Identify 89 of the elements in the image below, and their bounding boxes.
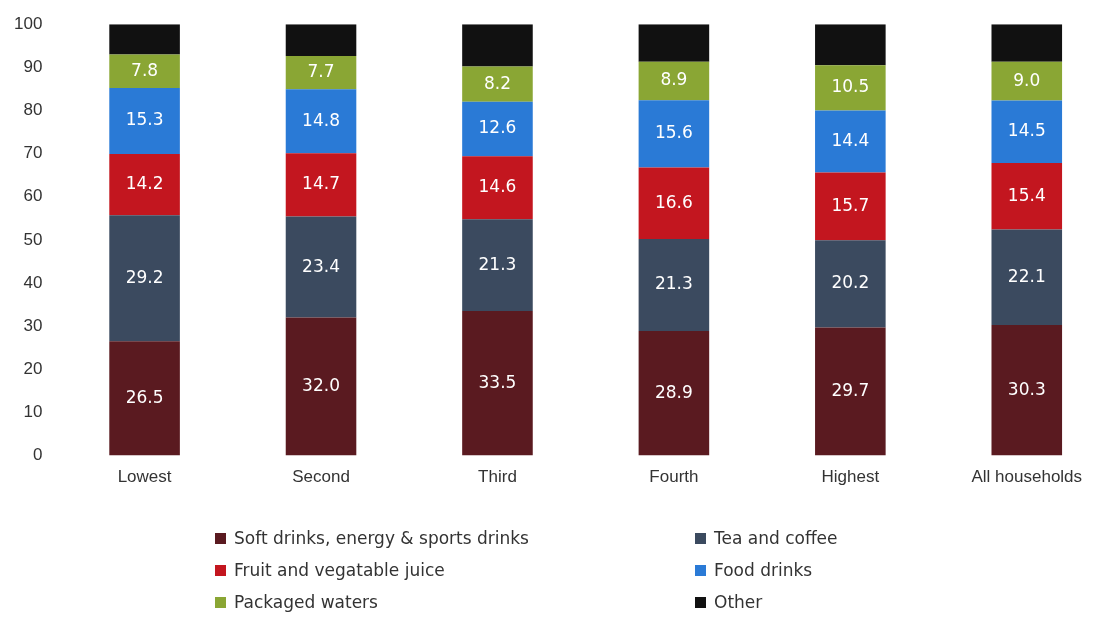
legend-label: Soft drinks, energy & sports drinks: [234, 528, 529, 548]
bar: [991, 100, 1063, 164]
x-tick-label: Fourth: [649, 467, 699, 487]
y-tick-label: 40: [23, 272, 43, 292]
y-tick-label: 100: [13, 13, 43, 33]
data-label: 21.3: [654, 273, 693, 294]
bar: [285, 153, 357, 217]
bar: [285, 216, 357, 318]
data-label: 23.4: [302, 255, 340, 276]
data-label: 26.5: [125, 386, 164, 407]
bar: [638, 330, 710, 456]
bar: [462, 219, 533, 312]
data-label: 12.6: [478, 117, 517, 138]
legend-label: Fruit and vegatable juice: [234, 560, 445, 580]
data-label: 14.2: [125, 173, 164, 194]
y-tick-label: 50: [23, 229, 43, 249]
bar: [462, 156, 533, 220]
x-tick-label: Second: [292, 467, 350, 487]
data-label: 30.3: [1007, 378, 1046, 399]
y-tick-label: 20: [23, 359, 43, 379]
legend-label: Other: [714, 592, 763, 612]
bar: [109, 215, 180, 342]
data-label: 20.2: [831, 272, 870, 293]
bar: [462, 311, 533, 456]
y-tick-label: 0: [32, 445, 43, 465]
bar: [109, 341, 180, 456]
bar: [815, 240, 886, 328]
bar: [815, 327, 886, 456]
bar: [109, 154, 180, 216]
bar: [815, 24, 886, 66]
bar: [462, 66, 533, 102]
bar: [638, 100, 710, 168]
data-label: 29.2: [125, 266, 164, 287]
bar: [991, 229, 1063, 325]
y-tick-label: 10: [23, 402, 43, 422]
bar: [815, 110, 886, 173]
bar: [815, 172, 886, 241]
data-label: 22.1: [1007, 265, 1046, 286]
bar: [285, 56, 357, 90]
bar: [638, 24, 710, 62]
data-label: 7.8: [131, 59, 159, 80]
data-label: 8.9: [660, 69, 688, 90]
bar: [815, 65, 886, 111]
bar: [285, 89, 357, 154]
bar: [638, 167, 710, 240]
data-label: 9.0: [1013, 69, 1041, 90]
y-tick-label: 30: [23, 315, 43, 335]
data-label: 28.9: [654, 381, 693, 402]
data-label: 15.4: [1007, 184, 1046, 205]
data-label: 32.0: [302, 375, 340, 395]
legend-label: Packaged waters: [234, 592, 378, 612]
x-tick-label: Lowest: [117, 467, 172, 487]
data-label: 10.5: [831, 76, 870, 97]
x-tick-label: Highest: [821, 467, 880, 487]
bar: [109, 24, 180, 55]
data-label: 33.5: [478, 371, 517, 392]
legend-label: Tea and coffee: [714, 528, 838, 548]
bar: [109, 88, 180, 155]
x-tick-label: Third: [478, 467, 517, 487]
data-label: 7.7: [307, 61, 335, 82]
data-label: 14.4: [831, 129, 870, 150]
bar: [285, 24, 357, 57]
bar: [991, 24, 1063, 62]
bar: [638, 239, 710, 331]
data-label: 8.2: [483, 72, 511, 93]
y-tick-label: 80: [23, 100, 43, 120]
bar: [462, 101, 533, 157]
legend-label: Food drinks: [714, 560, 813, 580]
data-label: 14.7: [302, 173, 340, 194]
bar: [638, 61, 710, 101]
y-tick-label: 60: [23, 186, 43, 206]
data-label: 14.5: [1007, 120, 1046, 141]
bar: [991, 163, 1063, 230]
data-label: 15.6: [654, 122, 693, 143]
data-label: 16.6: [654, 191, 693, 212]
bar: [991, 61, 1063, 101]
bar: [109, 54, 180, 89]
data-label: 14.6: [478, 176, 517, 197]
bar: [462, 24, 533, 67]
y-tick-label: 70: [23, 143, 43, 163]
data-label: 15.3: [125, 109, 164, 130]
bar: [991, 324, 1063, 456]
data-label: 14.8: [302, 109, 340, 130]
bar: [285, 317, 357, 456]
x-tick-label: All households: [971, 467, 1083, 487]
data-label: 21.3: [478, 253, 517, 274]
data-label: 29.7: [831, 379, 870, 400]
y-tick-label: 90: [23, 57, 43, 77]
data-label: 15.7: [831, 194, 870, 215]
